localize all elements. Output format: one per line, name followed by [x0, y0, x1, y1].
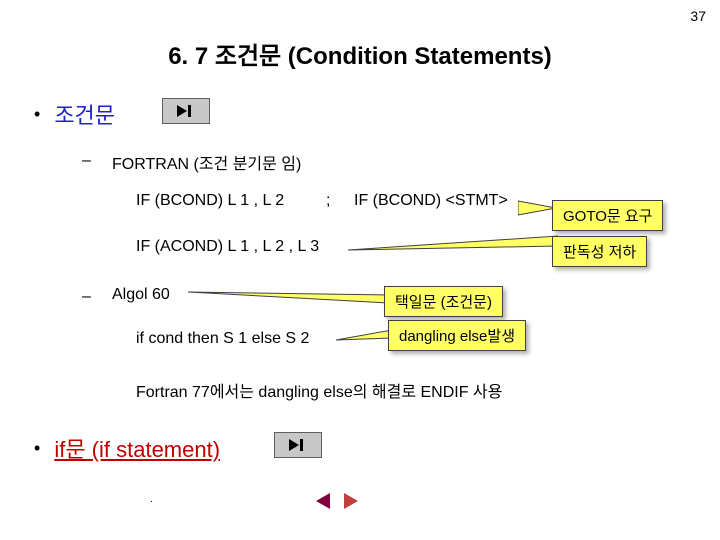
skip-forward-icon [175, 103, 197, 119]
play-button-1[interactable] [162, 98, 210, 124]
bullet-1-text: 조건문 [54, 98, 115, 130]
callout-dangling: dangling else발생 [388, 320, 526, 351]
callout-goto: GOTO문 요구 [552, 200, 663, 231]
bullet-marker-2: • [34, 438, 40, 459]
note-fortran77: Fortran 77에서는 dangling else의 해결로 ENDIF 사… [136, 378, 502, 402]
dash-1: – [82, 152, 91, 170]
slide-title: 6. 7 조건문 (Condition Statements) [0, 36, 720, 71]
bullet-marker: • [34, 104, 40, 125]
callout-4-pointer [336, 326, 392, 342]
code-1a: IF (BCOND) L 1 , L 2 [136, 192, 284, 210]
code-1-sep: ; [326, 192, 330, 210]
bullet-1: • 조건문 [34, 98, 115, 130]
nav-next[interactable] [340, 490, 362, 512]
sub2-text: Algol 60 [112, 286, 170, 304]
code-3: if cond then S 1 else S 2 [136, 330, 309, 348]
dash-2: – [82, 288, 91, 306]
code-1b: IF (BCOND) <STMT> [354, 192, 508, 210]
triangle-right-icon [341, 491, 361, 511]
footer-dot: . [150, 494, 153, 505]
callout-1-pointer [518, 199, 556, 217]
sub1-text: FORTRAN (조건 분기문 임) [112, 150, 301, 174]
callout-readability: 판독성 저하 [552, 236, 647, 267]
skip-forward-icon-2 [287, 437, 309, 453]
callout-selection: 택일문 (조건문) [384, 286, 503, 317]
triangle-left-icon [313, 491, 333, 511]
callout-2-pointer [348, 226, 558, 252]
code-2: IF (ACOND) L 1 , L 2 , L 3 [136, 238, 319, 256]
bullet-2: • if문 (if statement) [34, 432, 220, 464]
play-button-2[interactable] [274, 432, 322, 458]
bullet-2-text: if문 (if statement) [54, 432, 220, 464]
page-number: 37 [690, 8, 706, 24]
nav-prev[interactable] [312, 490, 334, 512]
callout-3-pointer [188, 290, 388, 306]
